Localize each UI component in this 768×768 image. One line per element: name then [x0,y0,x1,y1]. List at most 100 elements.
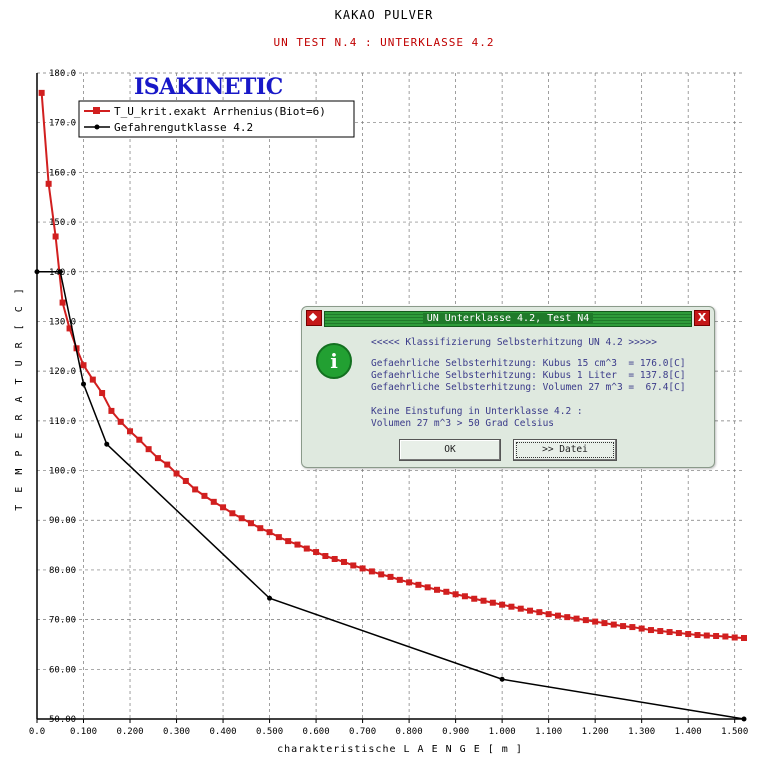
verdict-line-2: Volumen 27 m^3 > 50 Grad Celsius [371,418,555,429]
dialog-title-bar[interactable]: UN Unterklasse 4.2, Test N4 [324,311,692,327]
data-point-arrhenius [127,428,134,435]
x-tick-label: 1.100 [535,727,562,737]
data-point-arrhenius [117,418,124,425]
data-point-gefahrengut [741,716,747,722]
data-point-arrhenius [554,612,561,619]
data-point-arrhenius [229,510,236,517]
y-tick-label: 150.0 [49,218,76,228]
data-point-arrhenius [461,593,468,600]
y-tick-label: 160.0 [49,168,76,178]
chart-title: KAKAO PULVER [334,8,434,22]
x-tick-label: 0.800 [396,727,423,737]
data-point-arrhenius [359,565,366,572]
data-point-arrhenius [713,633,720,640]
data-point-arrhenius [741,635,747,642]
x-tick-label: 1.400 [675,727,702,737]
data-point-arrhenius [536,609,543,616]
data-point-arrhenius [350,562,357,569]
data-point-arrhenius [275,534,282,541]
legend-marker-series1 [93,107,100,114]
x-tick-label: 0.900 [442,727,469,737]
data-point-arrhenius [294,541,301,548]
data-point-arrhenius [331,555,338,562]
data-point-arrhenius [480,597,487,604]
data-point-arrhenius [322,553,329,560]
data-point-arrhenius [471,595,478,602]
info-icon: i [316,343,352,379]
legend-marker-series2 [94,124,100,130]
data-point-arrhenius [434,586,441,593]
data-point-arrhenius [247,520,254,527]
data-point-arrhenius [378,571,385,578]
data-point-arrhenius [182,477,189,484]
data-point-arrhenius [675,630,682,637]
data-point-arrhenius [424,584,431,591]
y-tick-label: 170.0 [49,119,76,129]
x-tick-label: 0.500 [256,727,283,737]
data-point-gefahrengut [57,269,63,275]
data-point-arrhenius [340,558,347,565]
data-point-arrhenius [164,461,171,468]
legend: T_U_krit.exakt Arrhenius(Biot=6) Gefahre… [78,100,355,138]
data-point-gefahrengut [104,441,110,447]
axes [36,73,744,723]
system-menu-icon[interactable] [306,310,322,326]
data-point-arrhenius [201,492,208,499]
data-point-arrhenius [154,455,161,462]
data-point-arrhenius [489,599,496,606]
data-point-arrhenius [508,603,515,610]
data-point-arrhenius [99,390,106,397]
x-tick-label: 0.700 [349,727,376,737]
legend-label-series1: T_U_krit.exakt Arrhenius(Biot=6) [114,105,326,118]
chart-subtitle: UN TEST N.4 : UNTERKLASSE 4.2 [273,36,495,49]
data-point-arrhenius [80,362,87,369]
data-point-arrhenius [647,627,654,634]
close-icon[interactable]: X [694,310,710,326]
data-point-arrhenius [108,407,115,414]
data-point-arrhenius [136,436,143,443]
data-point-arrhenius [685,631,692,638]
data-point-arrhenius [238,515,245,522]
data-point-arrhenius [192,486,199,493]
result-line-2: Gefaehrliche Selbsterhitzung: Kubus 1 Li… [371,370,686,381]
y-tick-label: 110.0 [49,417,76,427]
data-point-arrhenius [257,525,264,532]
data-point-arrhenius [387,573,394,580]
y-tick-labels: 50.00 60.00 70.00 80.00 90.00 100.0 110.0 120.0… [49,69,76,725]
data-point-arrhenius [38,89,45,96]
result-line-3: Gefaehrliche Selbsterhitzung: Volumen 27… [371,382,686,393]
datei-button[interactable]: >> Datei [513,439,617,461]
classification-dialog: UN Unterklasse 4.2, Test N4 X i <<<<< Kl… [301,306,715,468]
data-point-arrhenius [285,538,292,545]
data-point-arrhenius [452,591,459,598]
y-tick-label: 80.00 [49,566,76,576]
data-point-arrhenius [657,628,664,635]
data-point-arrhenius [210,498,217,505]
data-point-arrhenius [573,615,580,622]
data-point-arrhenius [303,545,310,552]
data-point-arrhenius [722,633,729,640]
y-tick-label: 70.00 [49,616,76,626]
data-point-arrhenius [610,621,617,628]
data-point-arrhenius [703,632,710,639]
x-axis-label: charakteristische L A E N G E [ m ] [277,744,523,755]
data-point-arrhenius [564,614,571,621]
dialog-heading: <<<<< Klassifizierung Selbsterhitzung UN… [371,337,657,348]
data-point-arrhenius [592,618,599,625]
x-tick-label: 1.000 [489,727,516,737]
x-tick-label: 1.300 [628,727,655,737]
data-point-arrhenius [620,623,627,630]
data-point-arrhenius [638,625,645,632]
data-point-arrhenius [59,299,66,306]
result-line-1: Gefaehrliche Selbsterhitzung: Kubus 15 c… [371,358,686,369]
data-point-arrhenius [601,620,608,627]
data-point-arrhenius [527,607,534,614]
y-tick-label: 120.0 [49,367,76,377]
y-tick-label: 90.00 [49,516,76,526]
x-tick-label: 0.100 [70,727,97,737]
ok-button[interactable]: OK [399,439,501,461]
data-point-arrhenius [443,588,450,595]
data-point-arrhenius [396,576,403,583]
data-point-arrhenius [666,629,673,636]
